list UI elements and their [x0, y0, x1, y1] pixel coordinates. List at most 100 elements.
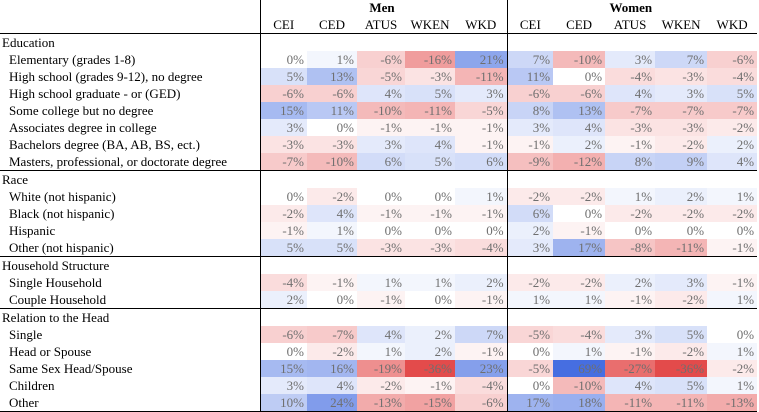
men-value-cell: -4%: [455, 377, 508, 394]
men-value-cell: -6%: [357, 51, 405, 68]
men-value-cell: -7%: [307, 326, 357, 343]
men-value-cell: 1%: [357, 274, 405, 291]
men-value-cell: -1%: [455, 205, 508, 222]
women-value-cell: -7%: [655, 102, 708, 119]
women-value-cell: 0%: [553, 205, 606, 222]
col-header: CED: [553, 16, 606, 34]
women-value-cell: 1%: [553, 291, 606, 309]
women-value-cell: -4%: [707, 68, 758, 85]
women-value-cell: -8%: [605, 239, 656, 257]
women-value-cell: 69%: [553, 360, 606, 377]
women-value-cell: -2%: [553, 274, 606, 291]
col-header: CEI: [260, 16, 307, 34]
women-value-cell: 0%: [507, 377, 554, 394]
row-label: Same Sex Head/Spouse: [0, 360, 261, 377]
women-value-cell: -10%: [553, 377, 606, 394]
row-label: Head or Spouse: [0, 343, 261, 360]
men-value-cell: 0%: [357, 188, 405, 205]
women-value-cell: 13%: [553, 102, 606, 119]
women-value-cell: -27%: [605, 360, 656, 377]
men-value-cell: -1%: [357, 291, 405, 309]
men-value-cell: -3%: [405, 68, 455, 85]
men-value-cell: 4%: [307, 377, 357, 394]
women-value-cell: -2%: [707, 205, 758, 222]
women-value-cell: -1%: [605, 291, 656, 309]
men-value-cell: -5%: [455, 102, 508, 119]
women-value-cell: 3%: [605, 51, 656, 68]
women-value-cell: 1%: [553, 343, 606, 360]
women-value-cell: -1%: [707, 274, 758, 291]
women-value-cell: -2%: [655, 291, 708, 309]
men-value-cell: -6%: [260, 85, 307, 102]
women-value-cell: 5%: [655, 377, 708, 394]
men-value-cell: -1%: [260, 222, 307, 239]
men-header: Men: [260, 0, 508, 16]
women-value-cell: 3%: [605, 326, 656, 343]
men-value-cell: -2%: [357, 377, 405, 394]
col-header: ATUS: [605, 16, 656, 34]
women-value-cell: 8%: [507, 102, 554, 119]
men-value-cell: 0%: [455, 222, 508, 239]
men-value-cell: 4%: [357, 326, 405, 343]
men-value-cell: -2%: [307, 343, 357, 360]
row-label: Single Household: [0, 274, 261, 291]
table-row: High school graduate - or (GED) -6% -6% 4% 5…: [0, 85, 758, 102]
women-value-cell: 1%: [707, 343, 758, 360]
men-value-cell: 4%: [307, 205, 357, 222]
section-row: Relation to the Head: [0, 308, 758, 326]
section-title: Race: [0, 170, 261, 188]
women-value-cell: -2%: [655, 205, 708, 222]
women-value-cell: 5%: [655, 326, 708, 343]
women-value-cell: 3%: [655, 274, 708, 291]
table-row: Black (not hispanic) -2% 4% -1% -1% -1% 6% 0% -2…: [0, 205, 758, 222]
men-value-cell: 0%: [260, 343, 307, 360]
men-value-cell: 5%: [405, 85, 455, 102]
men-value-cell: 15%: [260, 360, 307, 377]
women-value-cell: 17%: [553, 239, 606, 257]
men-value-cell: -11%: [455, 68, 508, 85]
table-row: Other 10% 24% -13% -15% -6% 17% 18% -11% -11% -13%: [0, 394, 758, 412]
women-value-cell: -2%: [655, 136, 708, 153]
men-value-cell: -19%: [357, 360, 405, 377]
women-value-cell: 9%: [655, 153, 708, 171]
men-value-cell: 10%: [260, 394, 307, 412]
men-value-cell: 1%: [405, 274, 455, 291]
table-row: Same Sex Head/Spouse 15% 16% -19% -36% 23% -5%…: [0, 360, 758, 377]
men-value-cell: 5%: [260, 239, 307, 257]
women-value-cell: -2%: [553, 188, 606, 205]
women-value-cell: 7%: [655, 51, 708, 68]
women-value-cell: -11%: [655, 239, 708, 257]
men-value-cell: -1%: [455, 119, 508, 136]
women-value-cell: 2%: [553, 136, 606, 153]
women-value-cell: 0%: [707, 222, 758, 239]
men-value-cell: 7%: [455, 326, 508, 343]
col-header: WKEN: [405, 16, 455, 34]
women-value-cell: -2%: [605, 205, 656, 222]
men-value-cell: -4%: [260, 274, 307, 291]
men-value-cell: 1%: [357, 343, 405, 360]
row-label: Other (not hispanic): [0, 239, 261, 257]
men-value-cell: 2%: [405, 343, 455, 360]
women-value-cell: -5%: [507, 326, 554, 343]
row-label: Masters, professional, or doctorate degr…: [0, 153, 261, 171]
men-value-cell: 11%: [307, 102, 357, 119]
table-row: Head or Spouse 0% -2% 1% 2% -1% 0% 1% -1% -2% 1%: [0, 343, 758, 360]
men-value-cell: -10%: [357, 102, 405, 119]
women-value-cell: -1%: [605, 136, 656, 153]
men-value-cell: 3%: [260, 119, 307, 136]
men-value-cell: -5%: [357, 68, 405, 85]
women-value-cell: -36%: [655, 360, 708, 377]
men-value-cell: -1%: [455, 136, 508, 153]
men-value-cell: 24%: [307, 394, 357, 412]
women-value-cell: -1%: [507, 136, 554, 153]
table-row: White (not hispanic) 0% -2% 0% 0% 1% -2% -2% 1% 2…: [0, 188, 758, 205]
women-value-cell: 17%: [507, 394, 554, 412]
men-value-cell: -1%: [357, 119, 405, 136]
men-value-cell: -3%: [307, 136, 357, 153]
men-value-cell: 0%: [260, 51, 307, 68]
men-value-cell: 6%: [455, 153, 508, 171]
women-value-cell: -9%: [507, 153, 554, 171]
men-value-cell: 0%: [260, 188, 307, 205]
men-value-cell: 6%: [357, 153, 405, 171]
